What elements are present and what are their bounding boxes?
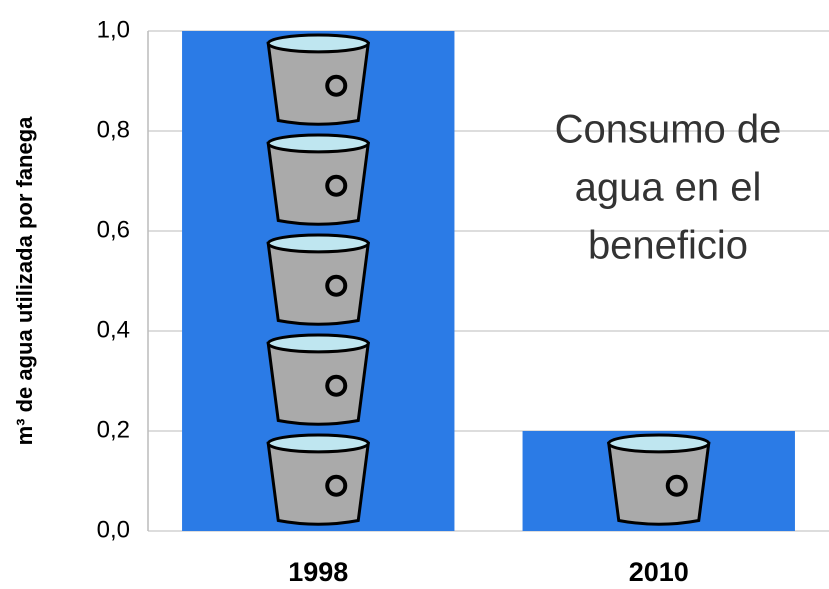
y-tick-label: 0,2	[97, 416, 130, 443]
bucket-rim	[266, 433, 370, 454]
bucket-icon	[266, 433, 370, 526]
bucket-logo	[325, 474, 348, 497]
annotation: Consumo de	[555, 108, 782, 152]
x-tick-label: 2010	[629, 557, 689, 587]
bucket-rim	[266, 133, 370, 154]
bucket-rim	[266, 33, 370, 54]
y-axis-label: m³ de agua utilizada por fanega	[12, 116, 37, 446]
bucket-logo	[325, 274, 348, 297]
bucket-icon	[607, 433, 711, 526]
bucket-body	[266, 241, 370, 326]
bucket-logo	[325, 74, 348, 97]
y-tick-label: 0,8	[97, 116, 130, 143]
bucket-body	[266, 141, 370, 226]
bucket-body	[607, 441, 711, 526]
bucket-body	[266, 341, 370, 426]
y-tick-label: 0,4	[97, 316, 130, 343]
y-tick-label: 0,0	[97, 516, 130, 543]
bucket-logo	[665, 474, 688, 497]
annotation: beneficio	[588, 224, 748, 268]
x-tick-label: 1998	[288, 557, 348, 587]
bucket-body	[266, 41, 370, 126]
bucket-icon	[266, 33, 370, 126]
bucket-icon	[266, 333, 370, 426]
bucket-icon	[266, 233, 370, 326]
bucket-logo	[325, 174, 348, 197]
y-tick-label: 1,0	[97, 16, 130, 43]
bucket-body	[266, 441, 370, 526]
bucket-icon	[266, 133, 370, 226]
bucket-rim	[607, 433, 711, 454]
bucket-rim	[266, 233, 370, 254]
bucket-rim	[266, 333, 370, 354]
bucket-logo	[325, 374, 348, 397]
annotation: agua en el	[575, 166, 762, 210]
y-tick-label: 0,6	[97, 216, 130, 243]
